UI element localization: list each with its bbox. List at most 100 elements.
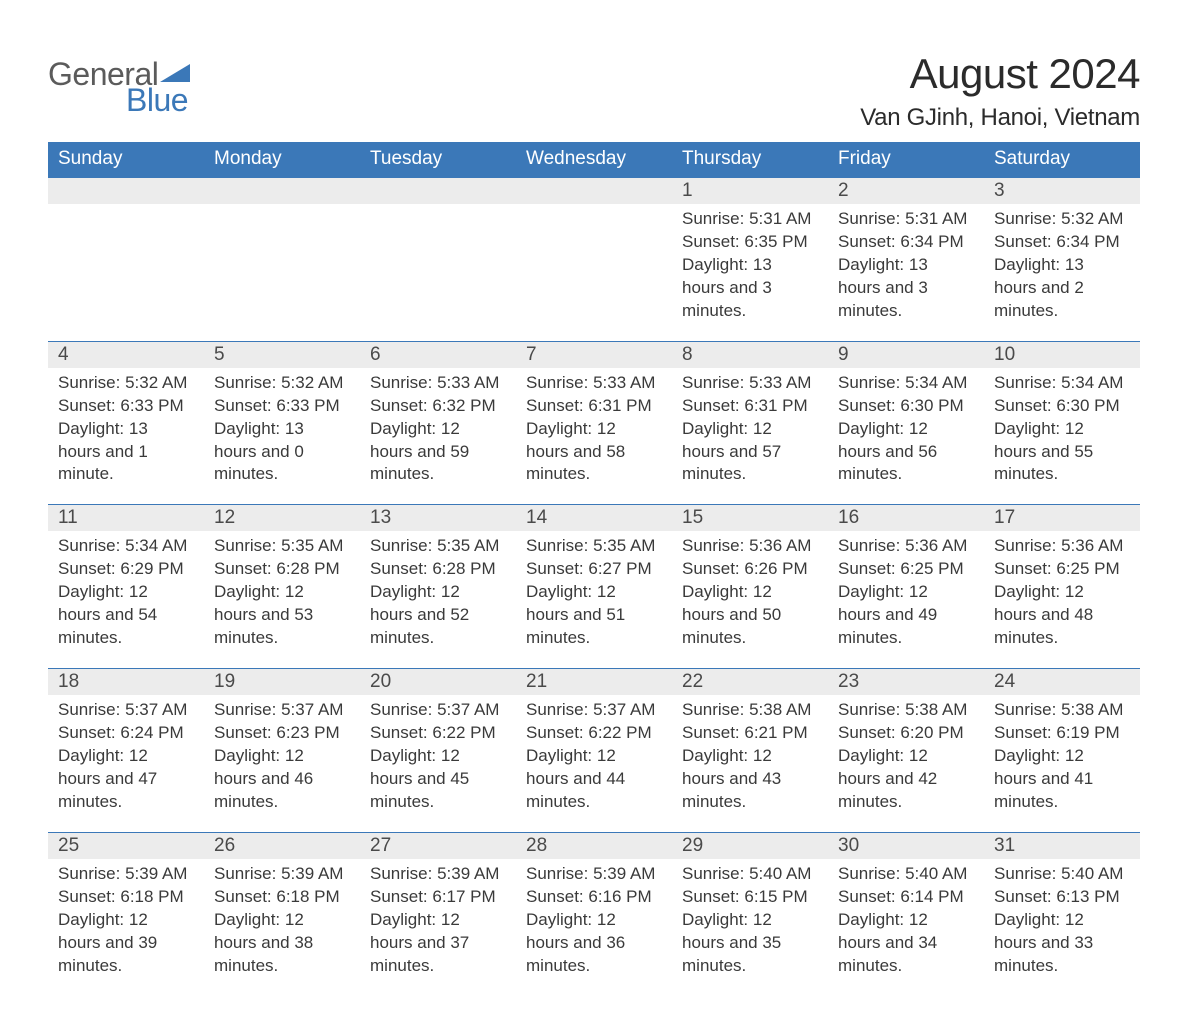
- title-block: August 2024 Van GJinh, Hanoi, Vietnam: [860, 50, 1140, 132]
- calendar-day-cell: 5Sunrise: 5:32 AMSunset: 6:33 PMDaylight…: [204, 341, 360, 505]
- calendar-day-cell: 11Sunrise: 5:34 AMSunset: 6:29 PMDayligh…: [48, 504, 204, 668]
- calendar-day-cell: 10Sunrise: 5:34 AMSunset: 6:30 PMDayligh…: [984, 341, 1140, 505]
- day-details: Sunrise: 5:38 AMSunset: 6:20 PMDaylight:…: [828, 695, 984, 814]
- daylight-text: Daylight: 13 hours and 3 minutes.: [682, 254, 818, 323]
- sunset-text: Sunset: 6:34 PM: [994, 231, 1130, 254]
- daylight-text: Daylight: 12 hours and 34 minutes.: [838, 909, 974, 978]
- day-details: Sunrise: 5:40 AMSunset: 6:13 PMDaylight:…: [984, 859, 1140, 978]
- sunrise-text: Sunrise: 5:35 AM: [214, 535, 350, 558]
- sunset-text: Sunset: 6:31 PM: [682, 395, 818, 418]
- day-number: 12: [204, 504, 360, 531]
- day-details: Sunrise: 5:37 AMSunset: 6:24 PMDaylight:…: [48, 695, 204, 814]
- calendar-week-row: 25Sunrise: 5:39 AMSunset: 6:18 PMDayligh…: [48, 832, 1140, 996]
- sunset-text: Sunset: 6:19 PM: [994, 722, 1130, 745]
- sunrise-text: Sunrise: 5:33 AM: [370, 372, 506, 395]
- sunset-text: Sunset: 6:25 PM: [994, 558, 1130, 581]
- sunrise-text: Sunrise: 5:37 AM: [526, 699, 662, 722]
- sunset-text: Sunset: 6:35 PM: [682, 231, 818, 254]
- sunset-text: Sunset: 6:33 PM: [58, 395, 194, 418]
- sunrise-text: Sunrise: 5:38 AM: [682, 699, 818, 722]
- sunrise-text: Sunrise: 5:40 AM: [838, 863, 974, 886]
- day-number: [360, 177, 516, 204]
- sunset-text: Sunset: 6:30 PM: [994, 395, 1130, 418]
- sunset-text: Sunset: 6:28 PM: [370, 558, 506, 581]
- sunrise-text: Sunrise: 5:37 AM: [370, 699, 506, 722]
- day-details: Sunrise: 5:38 AMSunset: 6:21 PMDaylight:…: [672, 695, 828, 814]
- day-details: Sunrise: 5:36 AMSunset: 6:26 PMDaylight:…: [672, 531, 828, 650]
- calendar-day-cell: 8Sunrise: 5:33 AMSunset: 6:31 PMDaylight…: [672, 341, 828, 505]
- calendar-week-row: 18Sunrise: 5:37 AMSunset: 6:24 PMDayligh…: [48, 668, 1140, 832]
- calendar-day-cell: 21Sunrise: 5:37 AMSunset: 6:22 PMDayligh…: [516, 668, 672, 832]
- daylight-text: Daylight: 12 hours and 38 minutes.: [214, 909, 350, 978]
- sunrise-text: Sunrise: 5:33 AM: [682, 372, 818, 395]
- day-number: 2: [828, 177, 984, 204]
- calendar-day-cell: 17Sunrise: 5:36 AMSunset: 6:25 PMDayligh…: [984, 504, 1140, 668]
- sunrise-text: Sunrise: 5:39 AM: [370, 863, 506, 886]
- calendar-page: General Blue August 2024 Van GJinh, Hano…: [0, 0, 1188, 1025]
- sunrise-text: Sunrise: 5:32 AM: [994, 208, 1130, 231]
- sunrise-text: Sunrise: 5:31 AM: [838, 208, 974, 231]
- calendar-day-cell: 16Sunrise: 5:36 AMSunset: 6:25 PMDayligh…: [828, 504, 984, 668]
- sunset-text: Sunset: 6:17 PM: [370, 886, 506, 909]
- day-details: Sunrise: 5:38 AMSunset: 6:19 PMDaylight:…: [984, 695, 1140, 814]
- weekday-saturday: Saturday: [984, 142, 1140, 177]
- day-number: 9: [828, 341, 984, 368]
- sunrise-text: Sunrise: 5:34 AM: [58, 535, 194, 558]
- sunset-text: Sunset: 6:24 PM: [58, 722, 194, 745]
- sunset-text: Sunset: 6:13 PM: [994, 886, 1130, 909]
- day-number: 31: [984, 832, 1140, 859]
- day-number: 14: [516, 504, 672, 531]
- sunset-text: Sunset: 6:22 PM: [526, 722, 662, 745]
- day-number: 19: [204, 668, 360, 695]
- daylight-text: Daylight: 12 hours and 57 minutes.: [682, 418, 818, 487]
- calendar-day-cell: [516, 177, 672, 341]
- calendar-day-cell: 29Sunrise: 5:40 AMSunset: 6:15 PMDayligh…: [672, 832, 828, 996]
- calendar-body: 1Sunrise: 5:31 AMSunset: 6:35 PMDaylight…: [48, 177, 1140, 995]
- day-number: 6: [360, 341, 516, 368]
- sunrise-text: Sunrise: 5:34 AM: [994, 372, 1130, 395]
- day-number: 4: [48, 341, 204, 368]
- weekday-monday: Monday: [204, 142, 360, 177]
- day-number: [48, 177, 204, 204]
- day-number: 25: [48, 832, 204, 859]
- day-details: Sunrise: 5:39 AMSunset: 6:18 PMDaylight:…: [204, 859, 360, 978]
- daylight-text: Daylight: 12 hours and 49 minutes.: [838, 581, 974, 650]
- day-number: 1: [672, 177, 828, 204]
- day-number: 11: [48, 504, 204, 531]
- calendar-day-cell: 1Sunrise: 5:31 AMSunset: 6:35 PMDaylight…: [672, 177, 828, 341]
- day-details: Sunrise: 5:34 AMSunset: 6:30 PMDaylight:…: [828, 368, 984, 487]
- sunset-text: Sunset: 6:31 PM: [526, 395, 662, 418]
- day-number: 23: [828, 668, 984, 695]
- day-details: Sunrise: 5:35 AMSunset: 6:28 PMDaylight:…: [204, 531, 360, 650]
- day-number: 26: [204, 832, 360, 859]
- sunrise-text: Sunrise: 5:32 AM: [214, 372, 350, 395]
- sunrise-text: Sunrise: 5:38 AM: [994, 699, 1130, 722]
- day-number: 16: [828, 504, 984, 531]
- daylight-text: Daylight: 12 hours and 36 minutes.: [526, 909, 662, 978]
- day-details: Sunrise: 5:31 AMSunset: 6:35 PMDaylight:…: [672, 204, 828, 323]
- sunset-text: Sunset: 6:20 PM: [838, 722, 974, 745]
- sunrise-text: Sunrise: 5:37 AM: [214, 699, 350, 722]
- day-number: 27: [360, 832, 516, 859]
- sunrise-text: Sunrise: 5:36 AM: [682, 535, 818, 558]
- day-details: Sunrise: 5:37 AMSunset: 6:22 PMDaylight:…: [516, 695, 672, 814]
- daylight-text: Daylight: 13 hours and 1 minute.: [58, 418, 194, 487]
- calendar-day-cell: 3Sunrise: 5:32 AMSunset: 6:34 PMDaylight…: [984, 177, 1140, 341]
- daylight-text: Daylight: 12 hours and 50 minutes.: [682, 581, 818, 650]
- daylight-text: Daylight: 12 hours and 35 minutes.: [682, 909, 818, 978]
- calendar-day-cell: 12Sunrise: 5:35 AMSunset: 6:28 PMDayligh…: [204, 504, 360, 668]
- daylight-text: Daylight: 13 hours and 2 minutes.: [994, 254, 1130, 323]
- daylight-text: Daylight: 12 hours and 58 minutes.: [526, 418, 662, 487]
- day-number: 13: [360, 504, 516, 531]
- calendar-day-cell: [204, 177, 360, 341]
- daylight-text: Daylight: 12 hours and 51 minutes.: [526, 581, 662, 650]
- sunset-text: Sunset: 6:18 PM: [58, 886, 194, 909]
- calendar-day-cell: 27Sunrise: 5:39 AMSunset: 6:17 PMDayligh…: [360, 832, 516, 996]
- day-number: [204, 177, 360, 204]
- daylight-text: Daylight: 12 hours and 48 minutes.: [994, 581, 1130, 650]
- location-text: Van GJinh, Hanoi, Vietnam: [860, 104, 1140, 132]
- daylight-text: Daylight: 12 hours and 53 minutes.: [214, 581, 350, 650]
- weekday-sunday: Sunday: [48, 142, 204, 177]
- brand-logo: General Blue: [48, 58, 190, 116]
- day-number: 21: [516, 668, 672, 695]
